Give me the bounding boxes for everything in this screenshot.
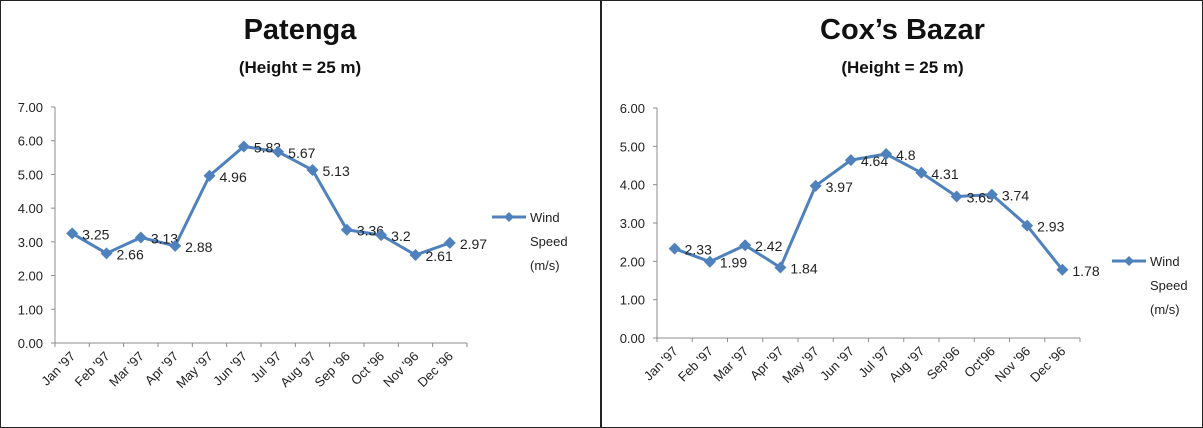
y-tick-label: 2.00 (620, 254, 645, 269)
data-point-marker (880, 148, 893, 160)
data-point-marker (703, 255, 716, 268)
y-tick-label: 2.00 (18, 269, 43, 284)
data-label: 1.78 (1072, 263, 1099, 279)
data-point-marker (306, 164, 319, 177)
x-tick-label: Jun '97 (817, 344, 857, 384)
legend-label: Speed (530, 234, 568, 249)
data-point-marker (1021, 219, 1034, 232)
x-tick-label: Mar '97 (106, 349, 147, 390)
data-label: 4.31 (931, 166, 958, 182)
data-label: 2.61 (426, 248, 453, 264)
data-point-marker (203, 169, 216, 182)
legend-label: Wind (530, 210, 560, 225)
x-tick-label: Oct '96 (348, 349, 387, 388)
data-label: 3.74 (1002, 188, 1029, 204)
data-label: 2.97 (460, 236, 487, 252)
data-label: 1.84 (790, 260, 817, 276)
x-tick-label: May '97 (779, 344, 822, 387)
y-tick-label: 4.00 (18, 201, 43, 216)
data-label: 4.8 (896, 147, 916, 163)
x-tick-label: Feb '97 (675, 344, 716, 385)
data-point-marker (134, 231, 147, 244)
data-label: 2.93 (1037, 219, 1064, 235)
y-tick-label: 0.00 (18, 336, 43, 351)
data-label: 3.13 (151, 230, 178, 246)
data-point-marker (443, 236, 456, 249)
y-tick-label: 0.00 (620, 331, 645, 346)
legend-label: Wind (1150, 254, 1180, 269)
x-tick-label: May '97 (173, 349, 216, 392)
data-label: 5.13 (323, 163, 350, 179)
data-label: 2.42 (755, 238, 782, 254)
panel-divider (600, 0, 602, 428)
data-label: 2.33 (685, 242, 712, 258)
data-label: 5.67 (288, 145, 315, 161)
x-tick-label: Sep'96 (924, 344, 963, 383)
legend-label: Speed (1150, 278, 1188, 293)
data-point-marker (844, 154, 857, 167)
data-point-marker (668, 242, 681, 255)
x-tick-label: Sep '96 (311, 349, 352, 390)
data-label: 3.25 (82, 226, 109, 242)
chart-subtitle: (Height = 25 m) (841, 58, 964, 77)
y-tick-label: 4.00 (620, 178, 645, 193)
data-point-marker (809, 179, 822, 192)
y-tick-label: 5.00 (18, 167, 43, 182)
y-tick-label: 1.00 (18, 302, 43, 317)
series-line (71, 144, 451, 257)
legend-marker (1124, 256, 1134, 266)
data-point-marker (237, 140, 250, 153)
data-point-marker (985, 188, 998, 201)
x-tick-label: Aug '97 (277, 349, 318, 390)
data-point-marker (375, 229, 388, 242)
x-tick-label: Jan '97 (38, 349, 78, 389)
chart-panel-patenga: Patenga (Height = 25 m) 0.00 1.00 2.00 3.00… (0, 0, 600, 428)
data-point-marker (340, 223, 353, 236)
chart-panel-coxs-bazar: Cox’s Bazar (Height = 25 m) 0.00 1.00 2.00… (602, 0, 1203, 428)
line-chart-patenga: 0.00 1.00 2.00 3.00 4.00 5.00 6.00 7.00 Jan '97F… (18, 100, 568, 392)
y-tick-label: 1.00 (620, 293, 645, 308)
legend-marker (504, 212, 514, 222)
data-point-marker (915, 166, 928, 179)
x-tick-label: Dec '96 (1027, 344, 1068, 385)
x-tick-label: Jan '97 (641, 344, 681, 384)
x-tick-label: Nov '96 (992, 344, 1033, 385)
data-point-marker (1056, 263, 1069, 276)
y-tick-label: 3.00 (18, 235, 43, 250)
data-label: 3.97 (826, 179, 853, 195)
x-tick-label: Aug '97 (886, 344, 927, 385)
x-tick-label: Mar '97 (710, 344, 751, 385)
data-label: 4.64 (861, 153, 888, 169)
data-point-marker (272, 145, 285, 158)
series-line (674, 152, 1064, 271)
data-label: 2.66 (117, 246, 144, 262)
data-point-marker (100, 247, 113, 260)
data-label: 3.2 (391, 228, 411, 244)
data-point-marker (774, 261, 787, 274)
y-tick-label: 6.00 (18, 134, 43, 149)
x-tick-label: Nov '96 (380, 349, 421, 390)
data-point-marker (66, 227, 79, 240)
x-tick-label: Feb '97 (72, 349, 113, 390)
data-point-marker (950, 190, 963, 203)
data-point-marker (739, 239, 752, 252)
chart-title: Cox’s Bazar (820, 14, 985, 46)
y-tick-label: 7.00 (18, 100, 43, 115)
data-label: 1.99 (720, 255, 747, 271)
y-tick-label: 5.00 (620, 139, 645, 154)
legend-label: (m/s) (530, 258, 560, 273)
chart-title: Patenga (243, 14, 357, 46)
y-tick-label: 3.00 (620, 216, 645, 231)
y-tick-label: 6.00 (620, 101, 645, 116)
x-tick-label: Jun '97 (210, 349, 250, 389)
data-label: 4.96 (220, 169, 247, 185)
data-label: 2.88 (185, 239, 212, 255)
data-point-marker (169, 239, 182, 252)
data-point-marker (409, 249, 422, 262)
legend-label: (m/s) (1150, 302, 1180, 317)
x-tick-label: Dec '96 (414, 349, 455, 390)
chart-subtitle: (Height = 25 m) (238, 58, 362, 77)
